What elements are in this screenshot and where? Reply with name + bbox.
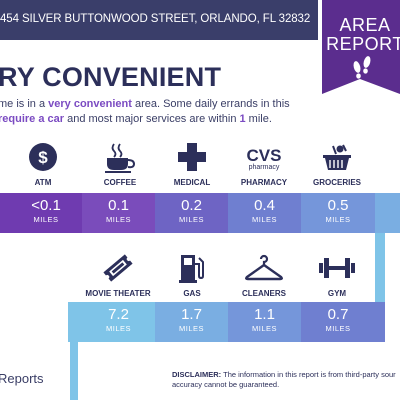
distance-cell-atm: <0.1 MILES (0, 193, 82, 233)
distance-cell-cleaners: 1.1 MILES (228, 302, 301, 342)
distance-cell-pharmacy: 0.4 MILES (228, 193, 301, 233)
distance-cell-gas: 1.7 MILES (155, 302, 228, 342)
svg-text:pharmacy: pharmacy (249, 164, 280, 171)
coffee-cup-icon (105, 143, 136, 173)
distance-unit-cleaners: MILES (251, 324, 277, 333)
amenity-label-pharmacy: PHARMACY (240, 178, 288, 187)
footprints-icon (353, 56, 371, 79)
distance-cell-end (375, 193, 400, 233)
desc-text-1: me is in a (0, 98, 49, 110)
svg-text:$: $ (38, 148, 48, 167)
amenity-gas: GAS (157, 250, 227, 302)
convenience-description: me is in a very convenient area. Some da… (0, 97, 338, 127)
desc-highlight-1: very convenient (48, 98, 132, 110)
rail-left-vertical (68, 340, 78, 400)
amenity-label-cleaners: CLEANERS (241, 289, 286, 298)
address-bar: 454 SILVER BUTTONWOOD STREET, ORLANDO, F… (0, 0, 318, 40)
disclaimer-label: DISCLAIMER: (172, 370, 222, 379)
dollar-icon: $ (29, 143, 57, 171)
amenity-medical: MEDICAL (157, 140, 227, 190)
amenity-label-movie-theater: MOVIE THEATER (85, 289, 151, 298)
distance-value-cleaners: 1.1 (254, 306, 275, 323)
amenity-gym: GYM (302, 250, 372, 302)
distance-value-coffee: 0.1 (108, 197, 129, 214)
amenity-atm: $ ATM (8, 140, 78, 190)
distance-cell-coffee: 0.1 MILES (82, 193, 155, 233)
desc-highlight-2: require a car (0, 113, 65, 125)
disclaimer-text: The information in this report is from t… (172, 370, 396, 389)
distance-unit-movie-theater: MILES (105, 324, 131, 333)
desc-highlight-3: 1 (239, 113, 246, 125)
disclaimer: DISCLAIMER: The information in this repo… (172, 370, 400, 390)
distance-value-movie-theater: 7.2 (108, 306, 129, 323)
amenity-coffee: COFFEE (85, 140, 155, 190)
distance-unit-coffee: MILES (105, 215, 131, 224)
footer-brand: Reports (0, 371, 44, 386)
distance-cell-groceries: 0.5 MILES (301, 193, 375, 233)
area-report-badge: AREA REPORT (318, 0, 400, 100)
desc-text-4: mile. (245, 113, 272, 125)
amenity-label-atm: ATM (34, 178, 52, 187)
badge-title-area: AREA (339, 15, 391, 35)
amenity-movie-theater: MOVIE THEATER (83, 250, 153, 302)
amenity-label-coffee: COFFEE (103, 178, 137, 187)
desc-text-3: and most major services are within (64, 113, 240, 125)
distance-unit-groceries: MILES (325, 215, 351, 224)
distance-unit-atm: MILES (33, 215, 59, 224)
distance-value-atm: <0.1 (31, 197, 61, 214)
cvs-pharmacy-icon: CVS pharmacy (247, 146, 282, 171)
distance-value-pharmacy: 0.4 (254, 197, 275, 214)
distance-unit-medical: MILES (178, 215, 204, 224)
amenity-label-medical: MEDICAL (173, 178, 211, 187)
distance-cell-medical: 0.2 MILES (155, 193, 228, 233)
badge-title-report: REPORT (326, 34, 400, 54)
distance-value-groceries: 0.5 (327, 197, 349, 214)
distance-value-gas: 1.7 (181, 306, 202, 323)
movie-ticket-icon (103, 254, 133, 282)
rail-right-vertical (375, 232, 385, 302)
distance-unit-gas: MILES (178, 324, 204, 333)
amenity-cleaners: CLEANERS (229, 250, 299, 302)
amenity-pharmacy: CVS pharmacy PHARMACY (229, 140, 299, 190)
desc-text-2: area. Some daily errands in this (131, 98, 290, 110)
medical-cross-icon (178, 143, 206, 171)
grocery-basket-icon (323, 144, 351, 170)
svg-text:CVS: CVS (247, 146, 282, 165)
property-address: 454 SILVER BUTTONWOOD STREET, ORLANDO, F… (0, 13, 311, 25)
rail-left-lower (0, 302, 70, 400)
distance-cell-movie-theater: 7.2 MILES (82, 302, 155, 342)
badge-shape (318, 0, 400, 100)
hanger-icon (245, 254, 283, 281)
distance-cell-row2-start (68, 302, 82, 342)
amenity-groceries: GROCERIES (302, 140, 372, 190)
distance-value-gym: 0.7 (327, 306, 349, 323)
page-title: RY CONVENIENT (0, 62, 222, 92)
distance-value-medical: 0.2 (181, 197, 202, 214)
distance-unit-pharmacy: MILES (251, 215, 277, 224)
amenity-label-groceries: GROCERIES (312, 178, 361, 187)
amenity-label-gym: GYM (327, 289, 347, 298)
amenity-label-gas: GAS (183, 289, 201, 298)
distance-cell-gym: 0.7 MILES (301, 302, 385, 342)
dumbbell-icon (319, 258, 355, 278)
distance-unit-gym: MILES (325, 324, 351, 333)
gas-pump-icon (179, 255, 204, 283)
